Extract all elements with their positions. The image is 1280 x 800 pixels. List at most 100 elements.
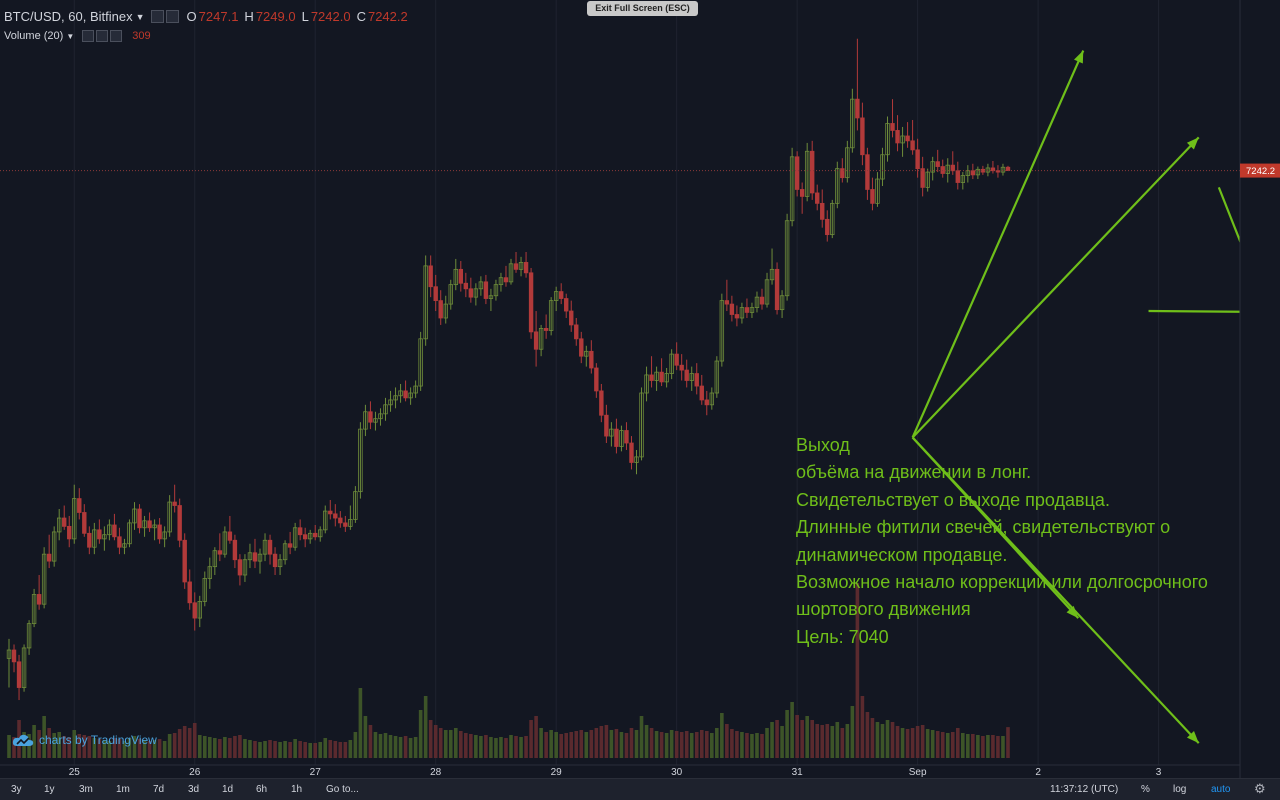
candle-body — [880, 154, 885, 180]
volume-bar — [453, 728, 458, 758]
gear-icon[interactable]: ⚙ — [1254, 781, 1266, 796]
volume-bar — [715, 728, 719, 758]
volume-bar — [795, 715, 799, 758]
candle-body — [810, 150, 815, 194]
volume-bar — [474, 735, 478, 758]
volume-bar — [358, 688, 363, 758]
close-icon[interactable] — [110, 30, 123, 42]
candle-body — [493, 284, 499, 297]
timeframe-1m[interactable]: 1m — [116, 784, 130, 795]
volume-bar — [679, 732, 684, 758]
volume-bar — [710, 733, 714, 758]
volume-bar — [649, 728, 654, 758]
volume-bar — [895, 726, 900, 758]
timeframe-3d[interactable]: 3d — [188, 784, 200, 795]
volume-bar — [263, 741, 267, 758]
settings-icon[interactable] — [150, 10, 164, 23]
tradingview-branding[interactable]: charts by TradingView — [12, 733, 157, 747]
volume-bar — [966, 734, 970, 758]
auto-toggle[interactable]: auto — [1211, 784, 1231, 795]
candle-body — [639, 392, 644, 458]
price-axis[interactable] — [1240, 0, 1280, 778]
timeframe-1h[interactable]: 1h — [291, 784, 303, 795]
candle-body — [689, 373, 694, 381]
volume-bar — [152, 740, 157, 758]
volume-label[interactable]: Volume (20) — [4, 30, 64, 42]
timeframe-1y[interactable]: 1y — [44, 784, 55, 795]
candle-body — [182, 539, 187, 583]
log-toggle[interactable]: log — [1173, 784, 1187, 795]
eye-icon[interactable] — [96, 30, 109, 42]
volume-bar — [57, 732, 61, 758]
volume-bar — [589, 730, 594, 758]
high-value: 7249.0 — [255, 9, 296, 24]
candle-body — [975, 168, 981, 176]
timeframe-6h[interactable]: 6h — [256, 784, 268, 795]
candle-body — [438, 300, 443, 319]
utc-clock[interactable]: 11:37:12 (UTC) — [1050, 784, 1119, 795]
volume-bar — [855, 583, 860, 758]
timeframe-3m[interactable]: 3m — [79, 784, 93, 795]
candle-body — [840, 168, 845, 179]
volume-bar — [238, 735, 242, 758]
grid-lines — [73, 0, 1160, 765]
volume-bar — [971, 734, 975, 758]
volume-bar — [177, 729, 182, 758]
candle-body — [368, 411, 373, 423]
volume-bar — [187, 728, 192, 758]
candle-body — [920, 168, 925, 188]
volume-bar — [268, 740, 272, 758]
exit-fullscreen-button[interactable]: Exit Full Screen (ESC) — [587, 1, 698, 16]
volume-bar — [755, 733, 759, 758]
time-tick-label: 26 — [189, 767, 201, 778]
candle-body — [222, 531, 228, 555]
trend-arrow-head — [1186, 137, 1199, 150]
close-label: C — [356, 9, 366, 24]
settings-icon[interactable] — [82, 30, 95, 42]
symbol-label[interactable]: BTC/USD, 60, Bitfinex — [4, 9, 133, 24]
candle-body — [704, 399, 709, 406]
candle-body — [669, 353, 674, 374]
candle-body — [860, 117, 865, 156]
volume-bar — [303, 742, 307, 758]
candle-body — [393, 395, 398, 401]
candle-body — [940, 166, 945, 174]
volume-bar — [418, 710, 423, 758]
timeframe-1d[interactable]: 1d — [222, 784, 234, 795]
volume-bar — [464, 733, 468, 758]
volume-bar — [167, 734, 172, 758]
chevron-down-icon[interactable]: ▼ — [66, 31, 75, 41]
volume-bar — [624, 733, 629, 758]
volume-bar — [669, 730, 674, 758]
time-tick-label: 3 — [1156, 767, 1162, 778]
eye-icon[interactable] — [165, 10, 179, 23]
percent-toggle[interactable]: % — [1141, 784, 1150, 795]
annotation-line: Возможное начало коррекции или долгосроч… — [796, 572, 1208, 593]
candle-body — [46, 553, 52, 562]
time-axis-labels: 25 26 27 28 29 30 31 Sep 2 3 — [69, 767, 1162, 778]
timeframe-7d[interactable]: 7d — [153, 784, 165, 795]
candle-body — [36, 594, 42, 605]
candle-body — [548, 300, 554, 331]
candle-body — [990, 167, 996, 172]
candle-body — [16, 661, 22, 688]
candle-body — [232, 539, 238, 561]
candle-body — [31, 594, 37, 625]
volume-bar — [37, 730, 41, 758]
candle-body — [523, 262, 529, 274]
go-to-button[interactable]: Go to... — [326, 784, 359, 795]
candle-body — [227, 531, 233, 541]
volume-bar — [223, 737, 227, 758]
volume-bar — [288, 742, 292, 758]
candle-body — [855, 98, 860, 119]
annotation-line: Длинные фитили свечей, свидетельствуют о — [796, 517, 1171, 538]
candles — [6, 38, 1011, 701]
timeframe-3y[interactable]: 3y — [11, 784, 22, 795]
candle-body — [267, 539, 273, 555]
candle-body — [985, 167, 991, 173]
candle-body — [473, 288, 479, 298]
chevron-down-icon[interactable]: ▼ — [135, 11, 145, 22]
volume-bar — [664, 733, 669, 758]
volume-bar — [258, 742, 262, 758]
